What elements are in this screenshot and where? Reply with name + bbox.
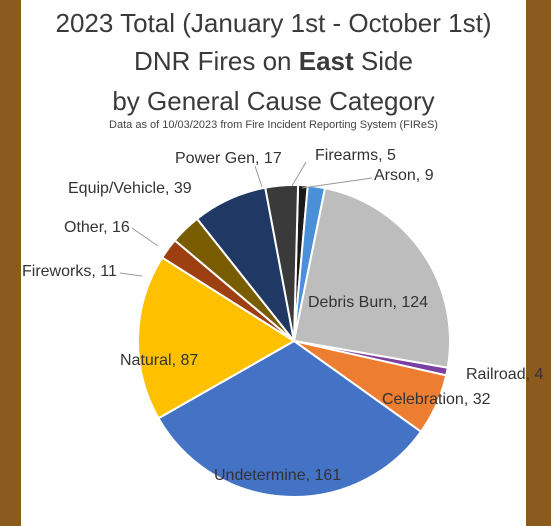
chart-subtitle: Data as of 10/03/2023 from Fire Incident… [109, 119, 438, 131]
data-label: Natural, 87 [120, 352, 198, 369]
data-label: Firearms, 5 [315, 147, 396, 164]
data-label: Railroad, 4 [466, 366, 543, 383]
data-label: Arson, 9 [374, 167, 434, 184]
chart-title-line-1: 2023 Total (January 1st - October 1st) [55, 8, 492, 38]
leader-line [291, 161, 307, 187]
title-part: Side [353, 46, 413, 76]
data-label: Debris Burn, 124 [308, 294, 428, 311]
chart-title-line-2: DNR Fires on East Side [21, 46, 526, 76]
pie-slice-debris-burn [292, 186, 451, 369]
title-emphasis: East [298, 46, 354, 76]
title-part: DNR Fires on [134, 46, 299, 76]
leader-line [254, 165, 263, 188]
pie-slice-undetermine [157, 339, 423, 498]
leader-line [119, 272, 143, 277]
data-label: Equip/Vehicle, 39 [68, 180, 192, 197]
chart-title-line-3: by General Cause Category [112, 86, 435, 116]
data-label: Power Gen, 17 [175, 150, 282, 167]
leader-line [301, 177, 373, 189]
data-label: Celebration, 32 [382, 391, 491, 408]
data-label: Other, 16 [64, 219, 130, 236]
leader-line [131, 227, 159, 247]
data-label: Undetermine, 161 [214, 467, 341, 484]
pie-slice-power-gen [264, 184, 300, 342]
data-label: Fireworks, 11 [22, 263, 117, 280]
pie-slice-natural [137, 256, 296, 420]
